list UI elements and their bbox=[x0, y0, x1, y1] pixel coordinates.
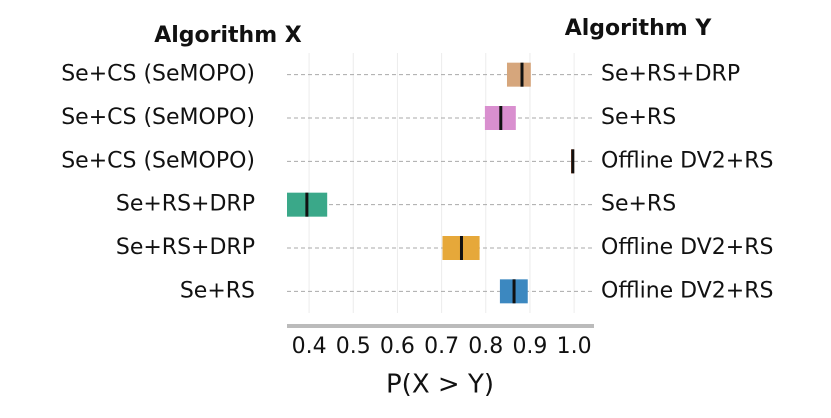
x-tick-label: 0.7 bbox=[424, 334, 459, 359]
algorithm-x-label: Se+RS bbox=[180, 278, 255, 303]
algorithm-y-label: Se+RS bbox=[601, 192, 676, 217]
x-axis-label: P(X > Y) bbox=[386, 370, 494, 400]
algorithm-x-label: Se+RS+DRP bbox=[116, 192, 255, 217]
algorithm-y-label: Se+RS+DRP bbox=[601, 62, 740, 87]
x-tick-label: 0.4 bbox=[292, 334, 327, 359]
algorithm-x-label: Se+CS (SeMOPO) bbox=[61, 148, 255, 173]
y-group-title: Algorithm Y bbox=[565, 16, 713, 41]
x-tick-label: 0.9 bbox=[512, 334, 547, 359]
x-tick-label: 0.8 bbox=[468, 334, 503, 359]
x-group-title: Algorithm X bbox=[154, 23, 302, 48]
algorithm-y-label: Offline DV2+RS bbox=[601, 278, 773, 303]
algorithm-x-label: Se+RS+DRP bbox=[116, 235, 255, 260]
x-tick-label: 1.0 bbox=[557, 334, 592, 359]
x-tick-label: 0.6 bbox=[380, 334, 415, 359]
algorithm-x-label: Se+CS (SeMOPO) bbox=[61, 105, 255, 130]
x-tick-label: 0.5 bbox=[336, 334, 371, 359]
algorithm-y-label: Offline DV2+RS bbox=[601, 235, 773, 260]
algorithm-y-label: Se+RS bbox=[601, 105, 676, 130]
interval-box bbox=[506, 62, 531, 87]
algorithm-x-label: Se+CS (SeMOPO) bbox=[61, 62, 255, 87]
algorithm-y-label: Offline DV2+RS bbox=[601, 148, 773, 173]
